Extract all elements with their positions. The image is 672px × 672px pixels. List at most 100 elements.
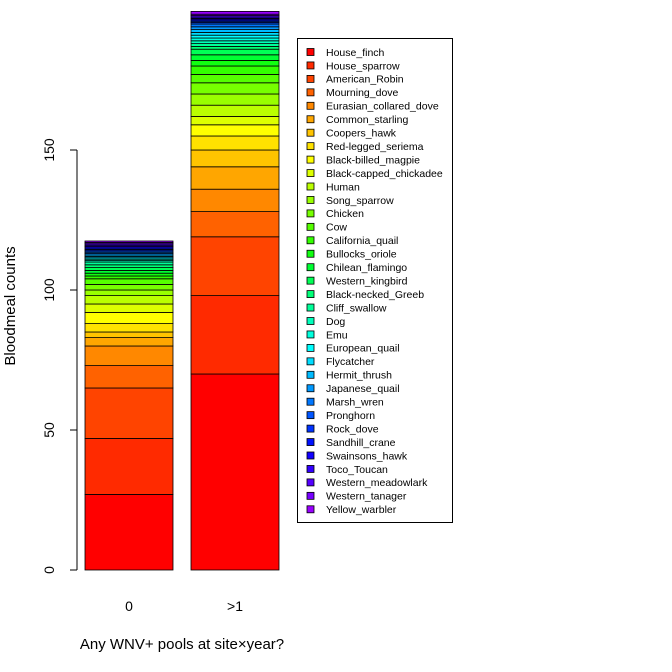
bar-segment bbox=[190, 29, 280, 33]
legend-swatch bbox=[306, 249, 315, 258]
x-tick-label: >1 bbox=[227, 598, 243, 614]
legend-swatch bbox=[306, 397, 315, 406]
legend-entry: Dog bbox=[326, 316, 345, 328]
legend-swatch bbox=[306, 465, 315, 473]
y-tick-label: 50 bbox=[41, 422, 57, 438]
x-tick-labels: 0 >1 bbox=[125, 598, 243, 614]
legend-entry: Toco_Toucan bbox=[326, 464, 388, 476]
bar-segment bbox=[84, 493, 174, 571]
legend-swatch bbox=[306, 101, 315, 110]
bar-segment bbox=[190, 54, 280, 61]
bar-segment bbox=[84, 295, 174, 305]
legend-swatch bbox=[306, 48, 315, 56]
legend-entry: Black-necked_Greeb bbox=[326, 289, 424, 301]
legend-entry: Rock_dove bbox=[326, 423, 379, 435]
legend-entry: Swainsons_hawk bbox=[326, 450, 408, 462]
legend-entry: Japanese_quail bbox=[326, 383, 400, 395]
legend-entry: Chilean_flamingo bbox=[326, 262, 407, 274]
legend-swatch bbox=[306, 330, 315, 339]
legend-entry: Song_sparrow bbox=[326, 195, 394, 207]
legend-entry: Pronghorn bbox=[326, 410, 375, 422]
legend-entry: Black-capped_chickadee bbox=[326, 168, 443, 180]
legend-swatch bbox=[306, 169, 315, 177]
legend-entry: Sandhill_crane bbox=[326, 437, 396, 449]
bar-segment bbox=[84, 240, 174, 243]
legend-swatch bbox=[306, 370, 315, 379]
bar-segment bbox=[84, 272, 174, 277]
legend-swatch bbox=[306, 451, 315, 460]
legend-entry: European_quail bbox=[326, 343, 400, 355]
legend-entry: House_sparrow bbox=[326, 60, 400, 72]
bar-segment bbox=[190, 188, 280, 212]
legend-swatch bbox=[306, 384, 315, 393]
bar-segment bbox=[190, 74, 280, 84]
bar-segment bbox=[190, 93, 280, 106]
legend-entry: Western_tanager bbox=[326, 491, 407, 503]
legend-swatch bbox=[306, 438, 315, 446]
bar-segment bbox=[84, 311, 174, 324]
legend-entry: Coopers_hawk bbox=[326, 128, 397, 140]
bar-segment bbox=[84, 387, 174, 439]
bar-segment bbox=[190, 124, 280, 137]
legend-swatch bbox=[306, 88, 315, 97]
y-axis: 0 50 100 150 bbox=[41, 138, 78, 574]
legend-swatch bbox=[306, 411, 315, 420]
legend-swatch bbox=[306, 222, 315, 231]
bar-segment bbox=[190, 23, 280, 28]
bar-segment bbox=[190, 82, 280, 95]
legend-swatch bbox=[306, 491, 315, 500]
legend-swatch bbox=[306, 357, 315, 366]
legend-entry: House_finch bbox=[326, 47, 385, 59]
bar-segment bbox=[190, 37, 280, 42]
legend-entry: Chicken bbox=[326, 208, 364, 220]
bar-segment bbox=[190, 26, 280, 30]
bar-segment bbox=[190, 40, 280, 44]
bar-segment bbox=[190, 166, 280, 190]
bar-segment bbox=[190, 104, 280, 117]
x-tick-label: 0 bbox=[125, 598, 133, 614]
legend-swatch bbox=[306, 276, 315, 285]
bar-segment bbox=[84, 289, 174, 296]
legend-swatch bbox=[306, 290, 315, 299]
legend-swatch bbox=[306, 75, 315, 83]
bar-segment bbox=[190, 48, 280, 56]
bar-segment bbox=[84, 269, 174, 274]
bar-segment bbox=[190, 236, 280, 297]
legend-swatch bbox=[306, 142, 315, 151]
legend-entry: Marsh_wren bbox=[326, 397, 384, 409]
bar-segment bbox=[84, 345, 174, 367]
bar-segment bbox=[190, 295, 280, 375]
legend-entry: Yellow_warbler bbox=[326, 504, 397, 516]
bars bbox=[84, 10, 280, 571]
legend-entry: Hermit_thrush bbox=[326, 370, 392, 382]
legend-box bbox=[297, 38, 453, 523]
legend-entry: Cow bbox=[326, 222, 347, 234]
bar-segment bbox=[84, 365, 174, 389]
legend-entry: Emu bbox=[326, 329, 348, 341]
legend-entry: Human bbox=[326, 181, 360, 193]
legend-swatch bbox=[306, 236, 315, 245]
legend-swatch bbox=[306, 478, 315, 487]
bar-segment bbox=[190, 373, 280, 571]
bar-segment bbox=[84, 337, 174, 347]
y-tick-label: 100 bbox=[41, 278, 57, 302]
legend-swatch bbox=[306, 115, 315, 124]
bar-segment bbox=[190, 32, 280, 36]
x-axis-label: Any WNV+ pools at site×year? bbox=[80, 636, 284, 653]
bar-segment bbox=[190, 46, 280, 50]
y-axis-label: Bloodmeal counts bbox=[2, 246, 19, 365]
legend-entry: Common_starling bbox=[326, 114, 408, 126]
legend-swatch bbox=[306, 263, 315, 272]
bar-segment bbox=[190, 149, 280, 168]
legend-entry: Cliff_swallow bbox=[326, 302, 387, 314]
bar-segment bbox=[84, 267, 174, 271]
legend-entry: Bullocks_oriole bbox=[326, 249, 397, 261]
legend-entry: Western_kingbird bbox=[326, 275, 408, 287]
bar-segment bbox=[84, 437, 174, 495]
bar-segment bbox=[190, 211, 280, 238]
bar-segment bbox=[84, 303, 174, 313]
bar-segment bbox=[190, 135, 280, 151]
legend-swatch bbox=[306, 505, 315, 514]
bar-segment bbox=[190, 60, 280, 67]
bar-segment bbox=[190, 10, 280, 15]
